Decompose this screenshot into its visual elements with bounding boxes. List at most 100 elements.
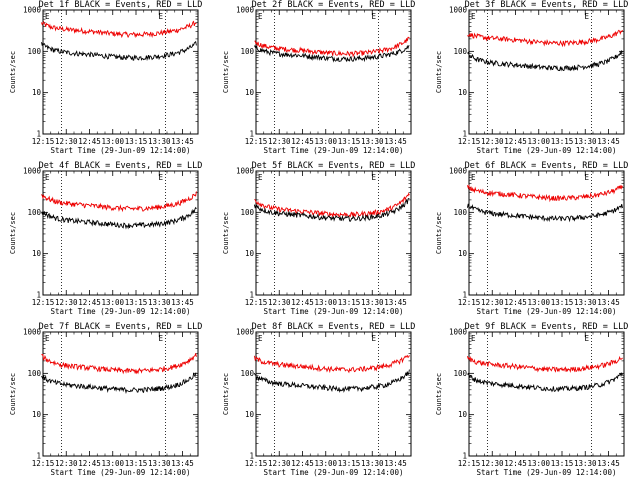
marker-label-right: E (371, 173, 376, 182)
x-tick-label: 13:30 (574, 298, 597, 307)
y-tick-label: 1 (36, 452, 41, 461)
x-tick-label: 13:15 (551, 298, 574, 307)
series-lld (254, 192, 410, 218)
panel-title: Det 9f BLACK = Events, RED = LLD (465, 322, 629, 332)
x-axis-label: Start Time (29-Jun-09 12:14:00) (264, 468, 404, 477)
plot-frame (468, 9, 625, 135)
x-axis-label: Start Time (29-Jun-09 12:14:00) (51, 146, 191, 155)
panel-title: Det 2f BLACK = Events, RED = LLD (252, 0, 416, 10)
y-tick-label: 1000 (236, 6, 255, 15)
y-tick-label: 100 (27, 369, 41, 378)
series-lld (466, 183, 623, 203)
x-tick-label: 13:00 (314, 459, 337, 468)
x-tick-label: 13:30 (361, 137, 384, 146)
y-axis-label: Counts/sec (222, 212, 230, 254)
y-tick-label: 10 (245, 410, 255, 419)
panel-det-4: Det 4f BLACK = Events, RED = LLD 1 10 100 10… (9, 161, 202, 316)
x-tick-label: 12:45 (78, 459, 101, 468)
x-tick-label: 13:45 (171, 137, 194, 146)
marker-label-left: E (45, 12, 50, 21)
series-events (254, 44, 410, 63)
x-tick-label: 12:45 (291, 298, 314, 307)
marker-label-left: E (471, 12, 476, 21)
series-events (467, 49, 623, 72)
x-tick-label: 13:45 (384, 298, 407, 307)
y-axis-label: Counts/sec (222, 51, 230, 93)
marker-label-left: E (471, 173, 476, 182)
y-tick-label: 100 (27, 47, 41, 56)
y-axis-label: Counts/sec (9, 373, 17, 415)
y-tick-label: 1000 (449, 6, 468, 15)
panel-det-9: Det 9f BLACK = Events, RED = LLD 1 10 100 10… (435, 322, 628, 477)
panel-det-5: Det 5f BLACK = Events, RED = LLD 1 10 100 10… (222, 161, 415, 316)
x-tick-label: 13:00 (314, 298, 337, 307)
y-tick-label: 1 (249, 452, 254, 461)
x-tick-label: 13:15 (551, 137, 574, 146)
x-tick-label: 13:00 (314, 137, 337, 146)
y-tick-label: 1000 (23, 328, 42, 337)
marker-label-right: E (584, 12, 589, 21)
x-tick-label: 12:30 (268, 137, 291, 146)
y-tick-label: 100 (453, 369, 467, 378)
y-axis-label: Counts/sec (435, 373, 443, 415)
y-tick-label: 1 (36, 130, 41, 139)
marker-label-left: E (45, 334, 50, 343)
x-tick-label: 12:45 (504, 459, 527, 468)
y-tick-label: 10 (458, 410, 468, 419)
y-tick-label: 1000 (236, 328, 255, 337)
series-lld (254, 36, 410, 58)
x-tick-label: 12:30 (55, 137, 78, 146)
x-tick-label: 12:15 (245, 137, 268, 146)
y-tick-label: 1000 (23, 167, 42, 176)
marker-label-left: E (258, 334, 263, 343)
y-tick-label: 10 (458, 249, 468, 258)
y-tick-label: 1 (462, 452, 467, 461)
x-tick-label: 12:15 (245, 298, 268, 307)
y-tick-label: 10 (245, 249, 255, 258)
x-tick-label: 13:30 (148, 298, 171, 307)
x-tick-label: 13:15 (551, 459, 574, 468)
x-tick-label: 12:15 (458, 137, 481, 146)
x-axis-label: Start Time (29-Jun-09 12:14:00) (477, 307, 617, 316)
plot-frame (255, 170, 412, 296)
x-tick-label: 12:30 (481, 459, 504, 468)
y-tick-label: 100 (240, 47, 254, 56)
x-tick-label: 12:45 (78, 298, 101, 307)
panel-det-2: Det 2f BLACK = Events, RED = LLD 1 10 100 10… (222, 0, 415, 155)
x-axis-label: Start Time (29-Jun-09 12:14:00) (264, 307, 404, 316)
x-tick-label: 12:15 (458, 298, 481, 307)
marker-label-right: E (371, 12, 376, 21)
x-tick-label: 12:30 (55, 459, 78, 468)
x-tick-label: 13:45 (597, 459, 620, 468)
x-tick-label: 12:45 (504, 298, 527, 307)
x-axis-label: Start Time (29-Jun-09 12:14:00) (51, 307, 191, 316)
x-tick-label: 12:30 (268, 459, 291, 468)
x-tick-label: 13:00 (101, 298, 124, 307)
x-axis-label: Start Time (29-Jun-09 12:14:00) (477, 468, 617, 477)
x-tick-label: 13:15 (338, 137, 361, 146)
x-tick-label: 12:15 (32, 459, 55, 468)
plot-frame (468, 331, 625, 457)
series-lld (41, 353, 197, 375)
x-tick-label: 13:15 (125, 298, 148, 307)
x-tick-label: 12:30 (268, 298, 291, 307)
series-events (253, 369, 410, 393)
series-events (466, 203, 623, 223)
panel-title: Det 4f BLACK = Events, RED = LLD (39, 161, 203, 171)
marker-label-left: E (45, 173, 50, 182)
x-tick-label: 12:15 (458, 459, 481, 468)
plot-frame (42, 331, 199, 457)
y-tick-label: 100 (240, 208, 254, 217)
x-tick-label: 13:45 (597, 137, 620, 146)
panel-det-6: Det 6f BLACK = Events, RED = LLD 1 10 100 10… (435, 161, 628, 316)
plot-frame (255, 9, 412, 135)
series-events (41, 206, 197, 230)
x-tick-label: 13:00 (527, 298, 550, 307)
plot-frame (468, 170, 625, 296)
series-events (41, 372, 197, 395)
panel-det-1: Det 1f BLACK = Events, RED = LLD 1 10 100 10… (9, 0, 202, 155)
marker-label-right: E (584, 173, 589, 182)
x-tick-label: 13:15 (338, 459, 361, 468)
y-tick-label: 10 (32, 410, 42, 419)
y-tick-label: 100 (240, 369, 254, 378)
